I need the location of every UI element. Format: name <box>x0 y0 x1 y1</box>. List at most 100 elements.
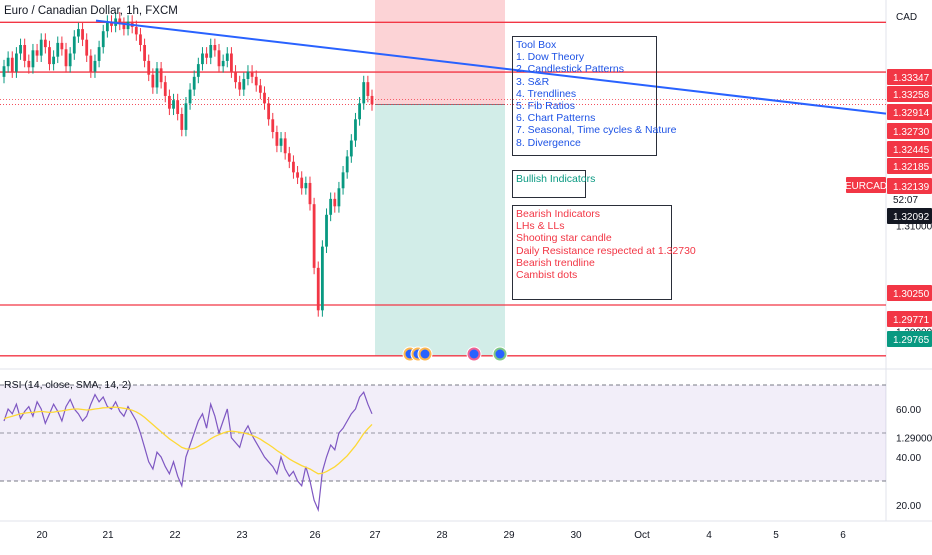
candle-body[interactable] <box>345 156 349 173</box>
candle-body[interactable] <box>329 198 333 215</box>
candle-body[interactable] <box>31 50 35 68</box>
candle-body[interactable] <box>320 246 324 311</box>
candle-body[interactable] <box>341 172 345 189</box>
candle-body[interactable] <box>60 42 64 50</box>
candle-body[interactable] <box>287 153 291 162</box>
candle-body[interactable] <box>366 82 370 96</box>
candle-body[interactable] <box>101 31 105 48</box>
candle-body[interactable] <box>354 119 357 141</box>
rsi-indicator-label[interactable]: RSI (14, close, SMA, 14, 2) <box>4 379 132 391</box>
candle-body[interactable] <box>97 47 101 61</box>
candle-body[interactable] <box>246 71 250 79</box>
price-tag[interactable] <box>887 86 932 102</box>
candle-body[interactable] <box>163 82 167 96</box>
candle-body[interactable] <box>188 89 192 104</box>
candle-body[interactable] <box>275 132 279 146</box>
candle-body[interactable] <box>172 100 175 109</box>
price-tag[interactable] <box>887 208 932 224</box>
candle-body[interactable] <box>52 56 56 65</box>
price-tag[interactable] <box>887 158 932 174</box>
candle-body[interactable] <box>68 53 72 67</box>
candle-body[interactable] <box>217 50 221 67</box>
candle-body[interactable] <box>242 78 246 90</box>
candle-body[interactable] <box>201 53 204 65</box>
candle-body[interactable] <box>184 103 188 130</box>
candle-body[interactable] <box>43 39 47 48</box>
price-tag[interactable] <box>887 123 932 139</box>
candle-body[interactable] <box>77 29 80 37</box>
candle-body[interactable] <box>316 267 320 311</box>
candle-body[interactable] <box>143 45 146 61</box>
candle-body[interactable] <box>205 53 209 58</box>
candle-body[interactable] <box>122 23 126 30</box>
candle-body[interactable] <box>2 66 6 77</box>
candle-body[interactable] <box>64 49 68 67</box>
price-tag[interactable] <box>887 285 932 301</box>
candle-body[interactable] <box>27 60 31 68</box>
candle-body[interactable] <box>89 55 93 72</box>
candle-body[interactable] <box>292 161 295 173</box>
candle-body[interactable] <box>250 71 254 77</box>
candle-body[interactable] <box>271 119 275 133</box>
candle-body[interactable] <box>283 138 287 154</box>
candle-body[interactable] <box>56 42 60 57</box>
candle-body[interactable] <box>362 82 366 104</box>
candle-body[interactable] <box>139 34 142 46</box>
symbol-tag[interactable] <box>846 177 886 193</box>
candle-body[interactable] <box>234 71 237 83</box>
candle-body[interactable] <box>196 64 200 77</box>
candle-body[interactable] <box>213 45 217 51</box>
candle-body[interactable] <box>254 76 258 86</box>
candle-body[interactable] <box>176 100 180 114</box>
rsi-line[interactable] <box>3 391 373 513</box>
candle-body[interactable] <box>267 103 271 120</box>
candle-body[interactable] <box>151 74 155 88</box>
candle-body[interactable] <box>118 18 122 24</box>
toolbox-note[interactable]: Tool Box 1. Dow Theory 2. Candlestick Pa… <box>512 36 677 156</box>
candle-body[interactable] <box>308 182 312 205</box>
candle-body[interactable] <box>296 172 299 178</box>
candle-body[interactable] <box>358 103 361 120</box>
candle-body[interactable] <box>105 21 109 32</box>
candle-body[interactable] <box>221 60 225 67</box>
price-tag[interactable] <box>887 104 932 120</box>
candle-body[interactable] <box>19 45 22 54</box>
candle-body[interactable] <box>159 68 163 83</box>
candle-body[interactable] <box>279 138 283 146</box>
rsi-sma-line[interactable] <box>3 406 373 475</box>
price-tag[interactable] <box>887 331 932 347</box>
candle-body[interactable] <box>192 76 196 90</box>
candle-body[interactable] <box>325 214 328 247</box>
price-tag[interactable] <box>887 311 932 327</box>
candle-body[interactable] <box>155 68 159 88</box>
candle-body[interactable] <box>238 82 242 90</box>
bearish-note[interactable]: Bearish Indicators LHs & LLs Shooting st… <box>512 205 696 300</box>
candle-body[interactable] <box>349 140 353 157</box>
candle-body[interactable] <box>209 45 213 58</box>
candle-body[interactable] <box>312 204 316 268</box>
candle-body[interactable] <box>263 92 266 104</box>
bearish-trendline[interactable] <box>95 19 887 115</box>
candle-body[interactable] <box>147 60 151 75</box>
candle-body[interactable] <box>10 57 14 72</box>
candle-body[interactable] <box>134 26 138 35</box>
price-tag[interactable] <box>887 69 932 85</box>
candle-body[interactable] <box>93 60 97 72</box>
candle-body[interactable] <box>304 182 308 189</box>
candle-body[interactable] <box>39 39 43 56</box>
candle-body[interactable] <box>370 95 374 105</box>
candle-body[interactable] <box>258 85 262 93</box>
price-tag[interactable] <box>887 141 932 157</box>
candle-body[interactable] <box>85 39 89 56</box>
bullish-note[interactable]: Bullish Indicators <box>512 170 595 198</box>
candle-body[interactable] <box>35 50 39 56</box>
candle-body[interactable] <box>230 53 233 72</box>
candle-body[interactable] <box>15 53 18 72</box>
candle-body[interactable] <box>167 95 171 109</box>
candle-body[interactable] <box>337 188 341 207</box>
candle-body[interactable] <box>300 177 304 189</box>
candle-body[interactable] <box>180 113 184 130</box>
candle-body[interactable] <box>48 47 51 65</box>
